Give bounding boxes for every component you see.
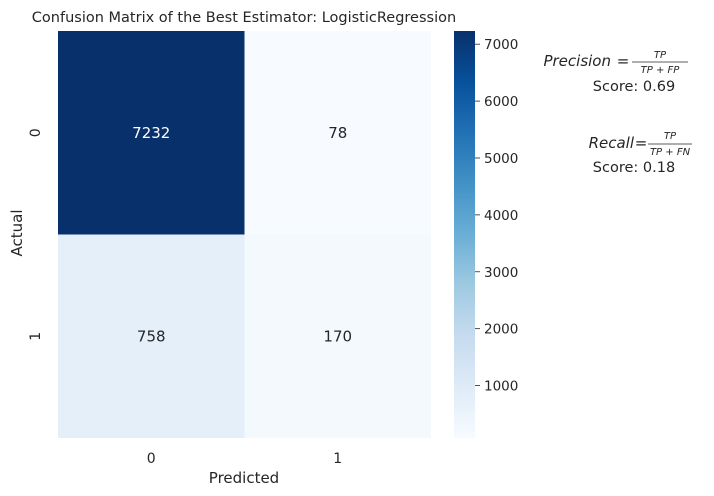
- colorbar: [454, 31, 475, 438]
- precision-label: Precision: [543, 52, 611, 70]
- precision-numerator: TP: [654, 50, 667, 61]
- cell-value-label: 758: [137, 327, 166, 345]
- recall-score: Score: 0.18: [593, 160, 675, 176]
- recall-label: Recall: [589, 134, 635, 152]
- heatmap-cell: [244, 31, 431, 235]
- x-axis-label: Predicted: [209, 469, 279, 487]
- precision-denominator: TP + FP: [641, 65, 681, 76]
- heatmap-cell: [244, 234, 431, 438]
- colorbar-tick-label: 3000: [484, 265, 518, 281]
- y-tick-label: 0: [28, 128, 44, 137]
- precision-score: Score: 0.69: [593, 79, 675, 95]
- chart-title: Confusion Matrix of the Best Estimator: …: [32, 10, 456, 26]
- colorbar-tick-label: 7000: [484, 37, 518, 53]
- heatmap-cell: [58, 234, 245, 438]
- y-tick-labels: 01: [28, 128, 44, 340]
- recall-denominator: TP + FN: [650, 147, 691, 158]
- heatmap-cells: 7232 78 758 170: [58, 31, 431, 438]
- colorbar-tick-label: 5000: [484, 151, 518, 167]
- recall-formula: Recall = TP TP + FN Score: 0.18: [589, 131, 692, 176]
- recall-equals: =: [635, 134, 648, 152]
- x-tick-label: 0: [147, 451, 156, 467]
- recall-numerator: TP: [664, 131, 677, 142]
- y-tick-label: 1: [28, 332, 44, 341]
- x-tick-label: 1: [333, 451, 342, 467]
- colorbar-tick-label: 4000: [484, 208, 518, 224]
- colorbar-tick-label: 2000: [484, 322, 518, 338]
- cell-value-label: 78: [328, 124, 347, 142]
- y-axis-label: Actual: [8, 210, 26, 257]
- heatmap-cell: [58, 31, 245, 235]
- cell-value-label: 170: [323, 327, 352, 345]
- precision-formula: Precision = TP TP + FP Score: 0.69: [543, 50, 688, 95]
- colorbar-tick-label: 6000: [484, 94, 518, 110]
- cell-value-label: 7232: [132, 124, 170, 142]
- colorbar-tick-label: 1000: [484, 379, 518, 395]
- colorbar-ticks: 1000 2000 3000 4000 5000 6000 7000: [475, 37, 518, 395]
- precision-equals: =: [617, 52, 630, 70]
